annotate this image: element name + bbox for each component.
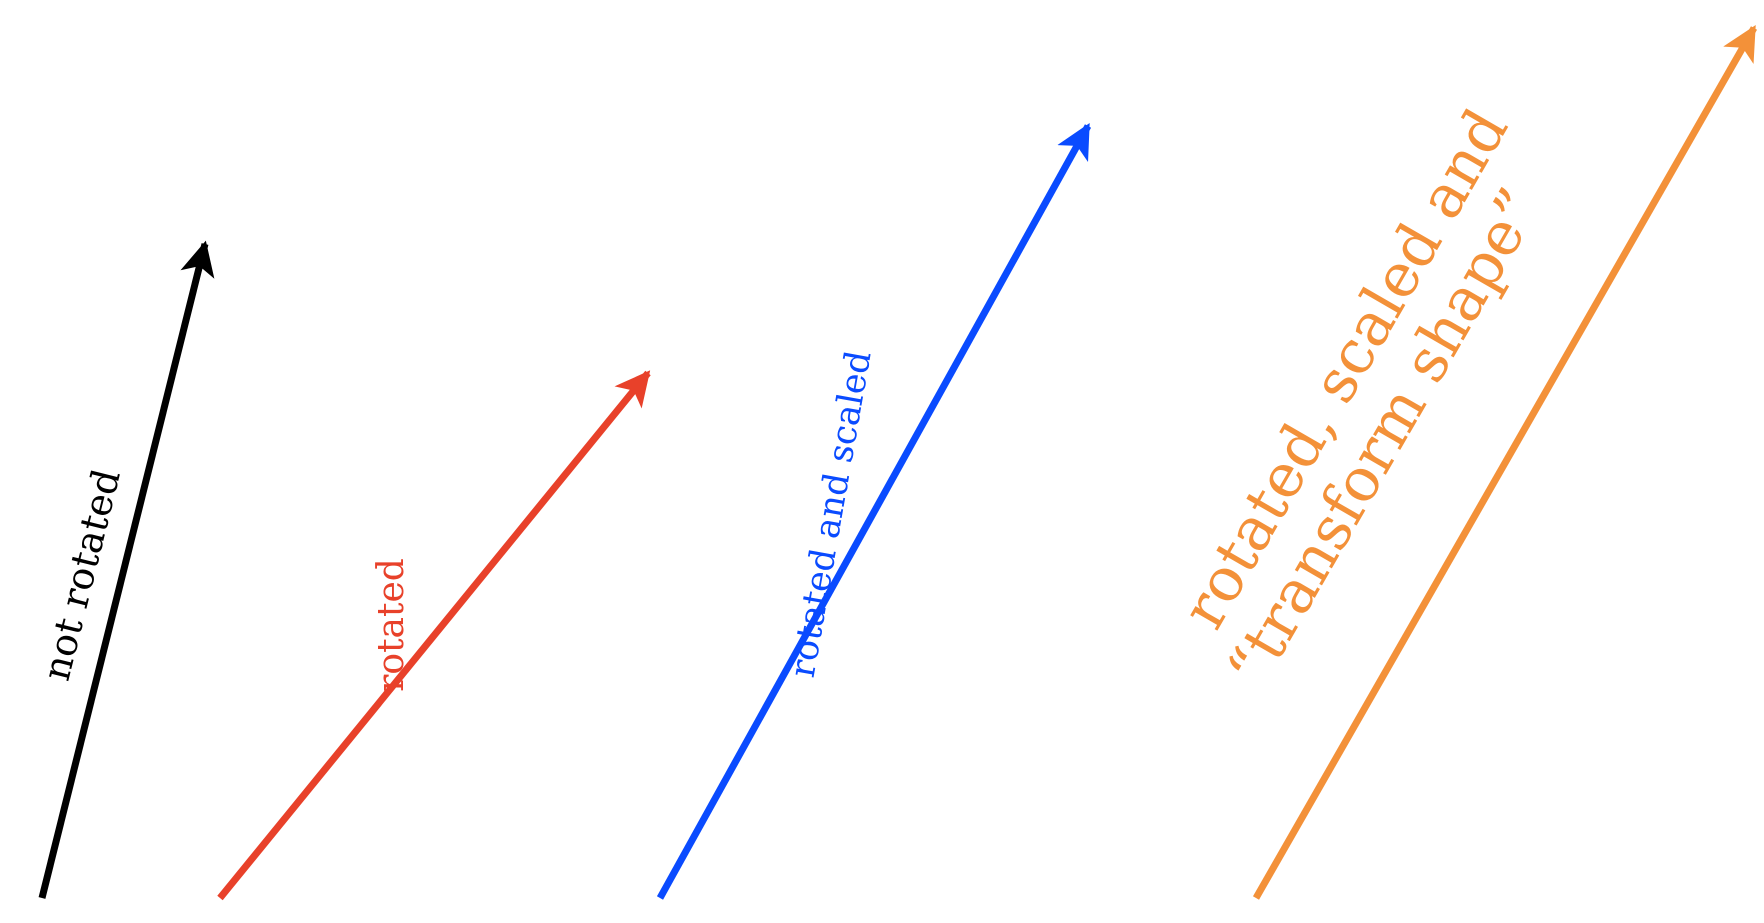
arrow-rotated: [217, 370, 651, 901]
label-rotated-and-scaled: rotated and scaled: [783, 348, 880, 681]
label-transform-shape: rotated, scaled and “transform shape”: [1168, 98, 1554, 699]
label-not-rotated: not rotated: [34, 465, 129, 685]
arrow-not-rotated: [38, 240, 215, 899]
label-rotated: rotated: [371, 558, 412, 692]
arrow-rotated-and-scaled: [656, 122, 1092, 900]
arrow-transform-shape: [1252, 24, 1758, 900]
